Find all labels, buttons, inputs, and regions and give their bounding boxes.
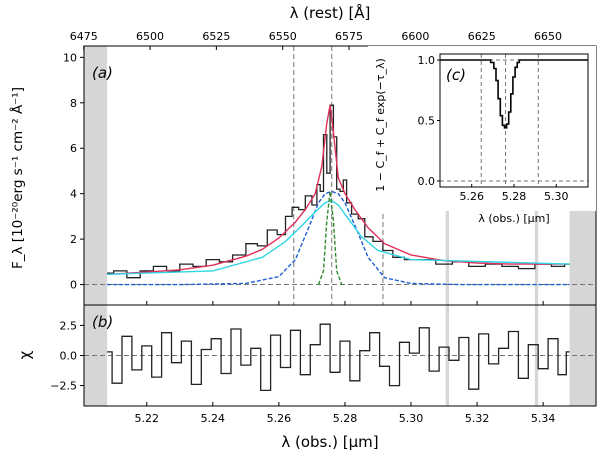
top-tick-label: 6550 bbox=[269, 30, 297, 43]
series-model-total bbox=[107, 104, 570, 275]
x-tick-label: 5.22 bbox=[135, 412, 160, 425]
panel-c-inset: 5.26 5.28 5.30 0.0 0.5 1.0 (c) 1 − C_f + C_f… bbox=[368, 46, 596, 225]
panel-a-ylabel: F_λ [10⁻²⁰erg s⁻¹ cm⁻² Å⁻¹] bbox=[9, 87, 26, 269]
series-data bbox=[107, 104, 570, 279]
x-tick-label: 5.28 bbox=[333, 412, 358, 425]
y-tick-label: −2.5 bbox=[50, 380, 77, 393]
inset-xlabel: λ (obs.) [μm] bbox=[478, 212, 549, 225]
top-tick-label: 6575 bbox=[335, 30, 363, 43]
series-residuals bbox=[107, 323, 570, 392]
top-tick-label: 6475 bbox=[70, 30, 98, 43]
panel-b: 5.22 5.24 5.26 5.28 5.30 5.32 5.34 −2.50.02.5 … bbox=[50, 304, 597, 425]
x-tick-label: 5.34 bbox=[531, 412, 556, 425]
top-tick-label: 6600 bbox=[401, 30, 429, 43]
y-tick-label: 10 bbox=[63, 51, 77, 64]
x-tick-label: 5.28 bbox=[502, 190, 527, 203]
bottom-axis-label: λ (obs.) [μm] bbox=[281, 433, 378, 451]
top-tick-label: 6500 bbox=[136, 30, 164, 43]
y-tick-label: 0.0 bbox=[418, 175, 436, 188]
panel-b-tag: (b) bbox=[92, 313, 113, 331]
masked-region bbox=[84, 46, 108, 305]
y-tick-label: 0 bbox=[70, 279, 77, 292]
x-tick-label: 5.30 bbox=[544, 190, 569, 203]
y-tick-label: 2.5 bbox=[60, 319, 78, 332]
panel-c-background bbox=[368, 46, 596, 211]
y-tick-label: 0.0 bbox=[60, 350, 78, 363]
x-tick-label: 5.26 bbox=[267, 412, 292, 425]
y-tick-label: 0.5 bbox=[418, 115, 436, 128]
panel-a-tag: (a) bbox=[92, 64, 113, 82]
x-tick-label: 5.24 bbox=[201, 412, 226, 425]
top-tick-label: 6525 bbox=[202, 30, 230, 43]
y-tick-label: 4 bbox=[70, 188, 77, 201]
panel-b-ylabel: χ bbox=[16, 350, 34, 359]
series-narrow-component bbox=[317, 191, 343, 285]
panel-c-tag: (c) bbox=[446, 66, 466, 84]
y-tick-label: 2 bbox=[70, 233, 77, 246]
y-tick-label: 6 bbox=[70, 142, 77, 155]
panel-c-frame bbox=[439, 53, 589, 188]
inset-ylabel: 1 − C_f + C_f exp(−τ_λ) bbox=[374, 58, 387, 192]
y-tick-label: 1.0 bbox=[418, 54, 436, 67]
top-axis-label: λ (rest) [Å] bbox=[290, 3, 371, 22]
x-tick-label: 5.26 bbox=[459, 190, 484, 203]
top-tick-label: 6625 bbox=[468, 30, 496, 43]
x-tick-label: 5.30 bbox=[399, 412, 424, 425]
series-absorption-profile bbox=[440, 59, 588, 129]
x-tick-label: 5.32 bbox=[465, 412, 490, 425]
panel-b-frame bbox=[83, 304, 597, 407]
top-tick-label: 6650 bbox=[534, 30, 562, 43]
y-tick-label: 8 bbox=[70, 97, 77, 110]
